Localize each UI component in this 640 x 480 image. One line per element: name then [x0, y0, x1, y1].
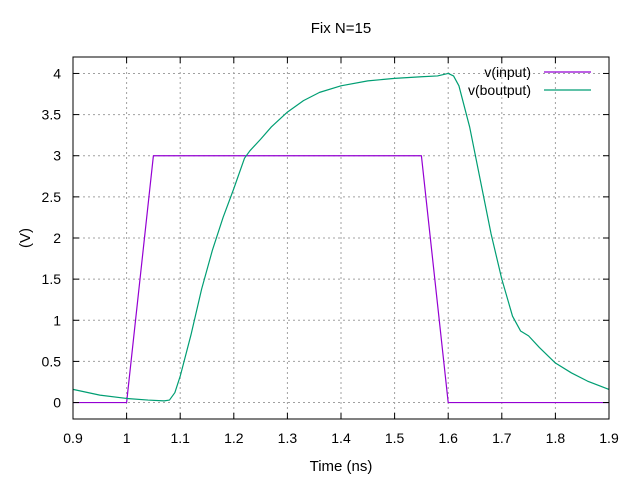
series-line-v-boutput [72, 72, 610, 402]
plot-series [72, 72, 610, 404]
x-tick-label: 1.8 [546, 430, 566, 446]
x-tick-label: 1.1 [170, 430, 190, 446]
y-tick-label: 4 [53, 65, 61, 81]
x-tick-label: 1.3 [278, 430, 298, 446]
y-tick-label: 0 [53, 395, 61, 411]
axis-ticks: 0.9 1 1.1 1.2 1.3 1.4 1.5 1.6 1.7 1.8 1.9 0 0.5 1 1.5 2… [42, 57, 619, 446]
x-tick-label: 1.6 [438, 430, 458, 446]
x-axis-title: Time (ns) [310, 458, 373, 475]
y-axis-title: (V) [17, 228, 34, 248]
legend-label: v(input) [484, 64, 531, 80]
y-tick-label: 0.5 [42, 353, 62, 369]
legend-label: v(boutput) [468, 82, 531, 98]
x-tick-label: 1.7 [492, 430, 512, 446]
y-tick-label: 1.5 [42, 271, 62, 287]
y-tick-label: 2.5 [42, 189, 62, 205]
x-tick-label: 1.4 [331, 430, 351, 446]
x-tick-label: 1.2 [224, 430, 244, 446]
x-tick-label: 1.9 [599, 430, 619, 446]
series-line-v-input [73, 155, 609, 404]
y-tick-label: 3.5 [42, 107, 62, 123]
legend: v(input) v(boutput) [468, 64, 591, 98]
y-tick-label: 1 [53, 312, 61, 328]
chart-title: Fix N=15 [311, 20, 371, 37]
x-tick-label: 1 [123, 430, 131, 446]
y-tick-label: 3 [53, 148, 61, 164]
x-tick-label: 0.9 [63, 430, 83, 446]
y-tick-label: 2 [53, 230, 61, 246]
x-tick-label: 1.5 [385, 430, 405, 446]
grid [73, 57, 609, 419]
